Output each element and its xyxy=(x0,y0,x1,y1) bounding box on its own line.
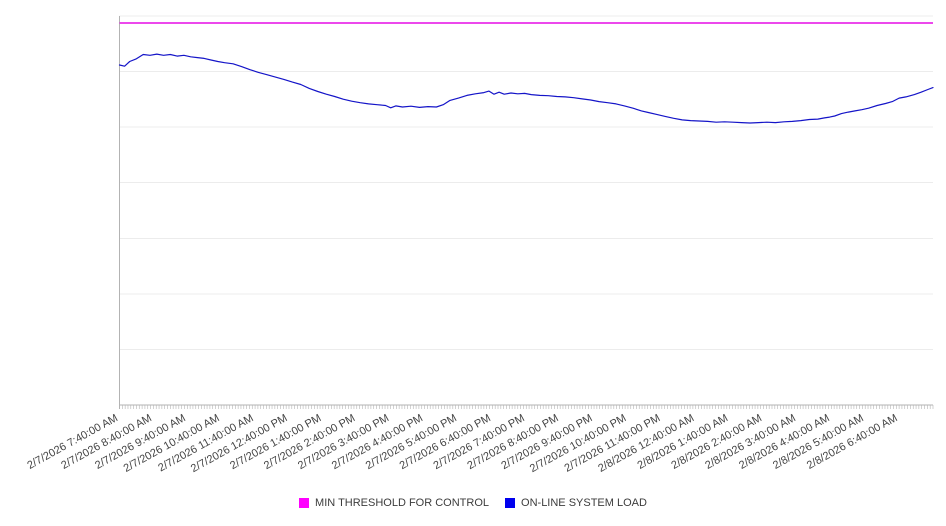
chart-legend: MIN THRESHOLD FOR CONTROL ON-LINE SYSTEM… xyxy=(0,497,946,509)
legend-swatch-min-threshold xyxy=(299,498,310,508)
legend-item-system-load: ON-LINE SYSTEM LOAD xyxy=(505,497,647,509)
legend-item-min-threshold: MIN THRESHOLD FOR CONTROL xyxy=(299,497,489,509)
legend-swatch-system-load xyxy=(505,498,516,508)
legend-label-min-threshold: MIN THRESHOLD FOR CONTROL xyxy=(315,497,490,509)
system-load-line xyxy=(118,53,934,124)
x-axis-minor-ticks xyxy=(119,405,934,409)
legend-label-system-load: ON-LINE SYSTEM LOAD xyxy=(521,497,647,509)
